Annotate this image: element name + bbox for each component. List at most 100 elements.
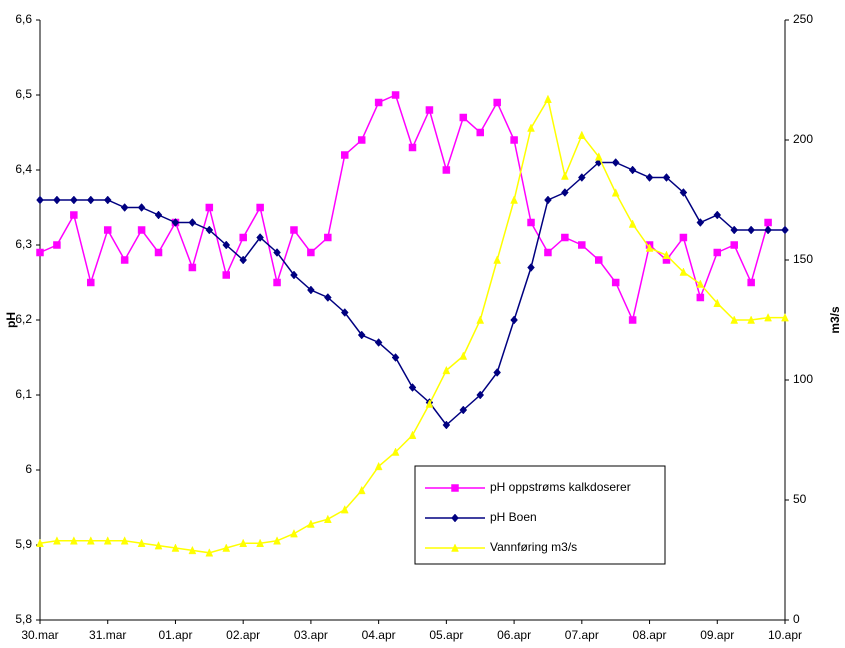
x-tick-label: 02.apr [226, 628, 260, 642]
legend-label: pH Boen [490, 510, 537, 524]
point [69, 536, 78, 545]
point [442, 420, 451, 430]
point [120, 203, 129, 212]
y-tick-label: 6,3 [15, 237, 32, 251]
point [171, 543, 180, 552]
point [560, 171, 569, 180]
point [476, 315, 485, 324]
point [70, 195, 78, 205]
point [36, 248, 44, 257]
x-tick-label: 07.apr [565, 628, 599, 642]
point [451, 543, 459, 552]
point [357, 485, 366, 495]
point [713, 248, 722, 257]
point [103, 195, 112, 205]
point [290, 226, 298, 234]
point [527, 263, 535, 272]
x-tick-label: 30.mar [21, 628, 58, 642]
point [645, 173, 654, 182]
point [459, 113, 468, 122]
x-tick-label: 05.apr [429, 628, 463, 642]
point [493, 98, 501, 107]
point [103, 536, 112, 545]
point [713, 298, 722, 307]
point [679, 267, 688, 276]
point [493, 255, 502, 264]
point [510, 315, 518, 325]
point [154, 248, 163, 257]
point [205, 203, 214, 212]
point [476, 390, 485, 400]
point [527, 218, 535, 227]
point [628, 165, 637, 175]
y2-tick-label: 250 [793, 12, 813, 26]
point [154, 210, 163, 220]
y2-tick-label: 150 [793, 252, 813, 266]
point [205, 548, 214, 557]
point [679, 233, 688, 242]
point [188, 545, 197, 555]
point [713, 210, 722, 220]
y-tick-label: 5,9 [15, 537, 32, 551]
point [544, 195, 552, 205]
point [171, 218, 180, 227]
point [611, 278, 620, 287]
point [578, 241, 586, 249]
point [120, 256, 129, 264]
y-tick-label: 6 [25, 462, 32, 476]
point [205, 225, 214, 235]
point [577, 130, 586, 139]
point [323, 514, 332, 523]
point [273, 536, 281, 545]
legend-label: Vannføring m3/s [490, 540, 577, 554]
point [86, 536, 95, 545]
point [747, 278, 755, 287]
point [239, 255, 248, 265]
point [120, 536, 129, 545]
point [577, 173, 586, 182]
point [340, 505, 349, 514]
point [679, 188, 688, 197]
point [222, 271, 230, 279]
point [425, 106, 434, 114]
x-tick-label: 31.mar [89, 628, 126, 642]
point [222, 240, 231, 250]
y-tick-label: 6,2 [15, 312, 32, 326]
point [340, 308, 349, 317]
point [696, 279, 705, 288]
x-tick-label: 01.apr [158, 628, 192, 642]
point [662, 250, 671, 259]
series-line [39, 93, 769, 323]
point [645, 243, 654, 252]
point [476, 128, 484, 137]
point [290, 529, 298, 538]
point [256, 538, 265, 547]
point [696, 293, 705, 302]
point [324, 233, 332, 242]
y2-axis-title: m3/s [828, 306, 842, 334]
point [764, 225, 772, 235]
point [408, 430, 417, 439]
point [628, 219, 637, 228]
point [357, 330, 366, 340]
point [307, 519, 315, 528]
point [459, 405, 468, 415]
point [53, 195, 61, 205]
point [493, 368, 501, 377]
point [53, 536, 61, 545]
y2-tick-label: 50 [793, 492, 807, 506]
point [764, 218, 772, 227]
point [595, 256, 603, 264]
point [425, 399, 434, 408]
point [239, 233, 247, 242]
point [527, 123, 535, 132]
point [154, 541, 163, 550]
x-tick-label: 03.apr [294, 628, 328, 642]
y-tick-label: 6,1 [15, 387, 32, 401]
point [510, 195, 518, 204]
point [36, 195, 44, 205]
point [36, 538, 44, 547]
point [290, 270, 298, 280]
x-tick-label: 04.apr [362, 628, 396, 642]
